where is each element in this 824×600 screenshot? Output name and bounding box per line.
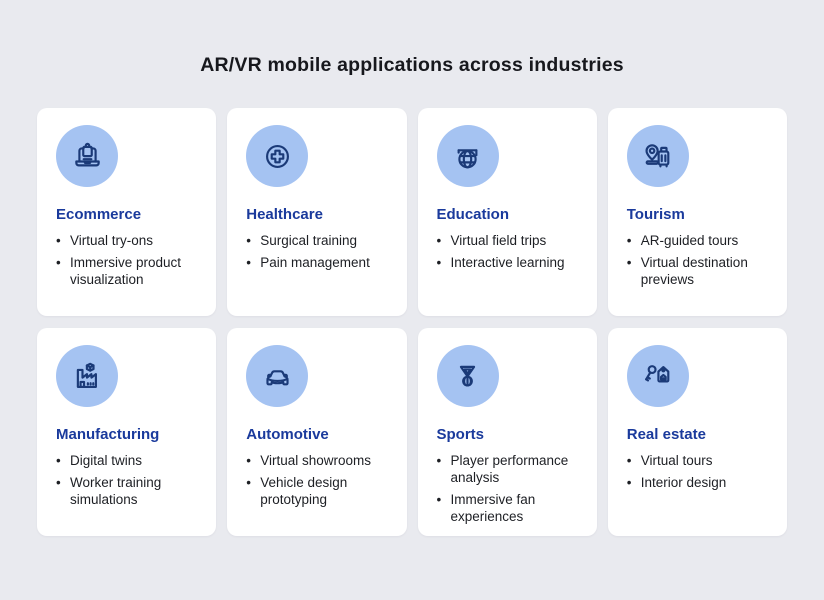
bullet-dot: • bbox=[246, 453, 251, 468]
card-manufacturing: Manufacturing • Digital twins • Worker tra… bbox=[37, 328, 217, 536]
bullet-dot: • bbox=[246, 233, 251, 248]
bullet-dot: • bbox=[626, 453, 632, 468]
bullet-dot: • bbox=[246, 255, 251, 271]
factory-cube-icon bbox=[76, 362, 97, 388]
bullet-list: • Virtual tours • Interior design bbox=[627, 452, 771, 491]
medical-cross-icon bbox=[265, 144, 289, 168]
card-title: Education bbox=[436, 206, 510, 223]
bullet-item: • Immersive product visualization bbox=[56, 254, 200, 288]
bullet-item: • Virtual try-ons bbox=[56, 232, 200, 249]
bullet-text: Interactive learning bbox=[450, 255, 565, 271]
card-title: Automotive bbox=[246, 426, 329, 443]
bullet-dot: • bbox=[246, 475, 251, 491]
bullet-item: • Virtual field trips bbox=[437, 232, 581, 249]
icon-circle bbox=[436, 345, 499, 407]
bullet-text: Vehicle design prototyping bbox=[260, 475, 348, 508]
cards-grid: Ecommerce • Virtual try-ons • Immersive pr… bbox=[0, 108, 824, 536]
bullet-text: Virtual destination previews bbox=[640, 255, 748, 288]
icon-circle bbox=[626, 345, 689, 407]
car-front-icon bbox=[266, 369, 289, 385]
bullet-item: • Interactive learning bbox=[437, 254, 581, 271]
bullet-text: Immersive fan experiences bbox=[450, 492, 536, 525]
bullet-dot: • bbox=[56, 475, 61, 491]
bullet-dot: • bbox=[626, 255, 632, 271]
card-healthcare: Healthcare • Surgical training • Pain mana… bbox=[227, 108, 407, 316]
card-title: Healthcare bbox=[246, 206, 323, 223]
icon-circle bbox=[246, 345, 309, 407]
bullet-item: • Vehicle design prototyping bbox=[246, 474, 390, 508]
card-tourism: Tourism • AR-guided tours • Virtual destin… bbox=[607, 108, 787, 316]
bullet-item: • Digital twins bbox=[56, 452, 200, 469]
icon-circle bbox=[246, 125, 309, 187]
bullet-item: • Virtual tours bbox=[627, 452, 771, 469]
bullet-item: • Worker training simulations bbox=[56, 474, 200, 508]
location-pin-luggage-icon bbox=[645, 143, 670, 167]
bullet-dot: • bbox=[56, 233, 61, 248]
bullet-list: • Virtual showrooms • Vehicle design proto… bbox=[246, 452, 390, 508]
bullet-dot: • bbox=[436, 233, 442, 248]
bullet-list: • AR-guided tours • Virtual destination pr… bbox=[627, 232, 771, 288]
bullet-dot: • bbox=[626, 475, 632, 491]
bullet-dot: • bbox=[436, 492, 442, 508]
bullet-text: Digital twins bbox=[70, 453, 143, 468]
card-real-estate: Real estate • Virtual tours • Interior des… bbox=[607, 328, 787, 536]
bullet-item: • Player performance analysis bbox=[437, 452, 581, 486]
bullet-text: AR-guided tours bbox=[640, 233, 739, 248]
bullet-text: Interior design bbox=[640, 475, 727, 491]
icon-circle bbox=[56, 345, 118, 407]
bullet-dot: • bbox=[436, 453, 442, 468]
bullet-text: Virtual try-ons bbox=[70, 233, 154, 248]
icon-circle bbox=[56, 125, 118, 187]
laptop-shopping-bag-icon bbox=[74, 142, 100, 166]
globe-graduation-cap-icon bbox=[457, 148, 478, 168]
card-education: Education • Virtual field trips • Interact… bbox=[417, 108, 597, 316]
bullet-item: • Virtual destination previews bbox=[627, 254, 771, 288]
bullet-item: • Surgical training bbox=[246, 232, 390, 249]
card-ecommerce: Ecommerce • Virtual try-ons • Immersive pr… bbox=[37, 108, 217, 316]
bullet-text: Immersive product visualization bbox=[70, 255, 182, 288]
card-title: Ecommerce bbox=[56, 206, 142, 223]
medal-basketball-icon bbox=[459, 365, 476, 387]
icon-circle bbox=[436, 125, 499, 187]
bullet-list: • Virtual try-ons • Immersive product visu… bbox=[56, 232, 200, 288]
bullet-item: • Interior design bbox=[627, 474, 771, 491]
key-house-tag-icon bbox=[645, 364, 670, 383]
card-title: Tourism bbox=[626, 206, 685, 223]
card-sports: Sports • Player performance analysis • Imm… bbox=[417, 328, 597, 536]
bullet-text: Virtual tours bbox=[640, 453, 713, 468]
bullet-text: Surgical training bbox=[260, 233, 358, 248]
bullet-text: Virtual field trips bbox=[450, 233, 547, 248]
bullet-item: • Virtual showrooms bbox=[246, 452, 390, 469]
card-title: Manufacturing bbox=[56, 426, 160, 443]
bullet-dot: • bbox=[626, 233, 632, 248]
bullet-list: • Virtual field trips • Interactive learni… bbox=[437, 232, 581, 271]
bullet-item: • AR-guided tours bbox=[627, 232, 771, 249]
bullet-text: Virtual showrooms bbox=[260, 453, 372, 468]
card-title: Sports bbox=[436, 426, 485, 443]
card-automotive: Automotive • Virtual showrooms • Vehicle d… bbox=[227, 328, 407, 536]
bullet-list: • Surgical training • Pain management bbox=[246, 232, 390, 271]
bullet-item: • Immersive fan experiences bbox=[437, 491, 581, 525]
card-title: Real estate bbox=[626, 426, 706, 443]
bullet-dot: • bbox=[436, 255, 442, 271]
bullet-dot: • bbox=[56, 255, 61, 271]
bullet-text: Player performance analysis bbox=[450, 453, 569, 486]
bullet-text: Pain management bbox=[260, 255, 370, 271]
bullet-text: Worker training simulations bbox=[70, 475, 162, 508]
icon-circle bbox=[626, 125, 689, 187]
bullet-item: • Pain management bbox=[246, 254, 390, 271]
bullet-dot: • bbox=[56, 453, 61, 468]
bullet-list: • Player performance analysis • Immersive … bbox=[437, 452, 581, 526]
bullet-list: • Digital twins • Worker training simulati… bbox=[56, 452, 200, 508]
page-title: AR/VR mobile applications across industr… bbox=[200, 54, 624, 76]
